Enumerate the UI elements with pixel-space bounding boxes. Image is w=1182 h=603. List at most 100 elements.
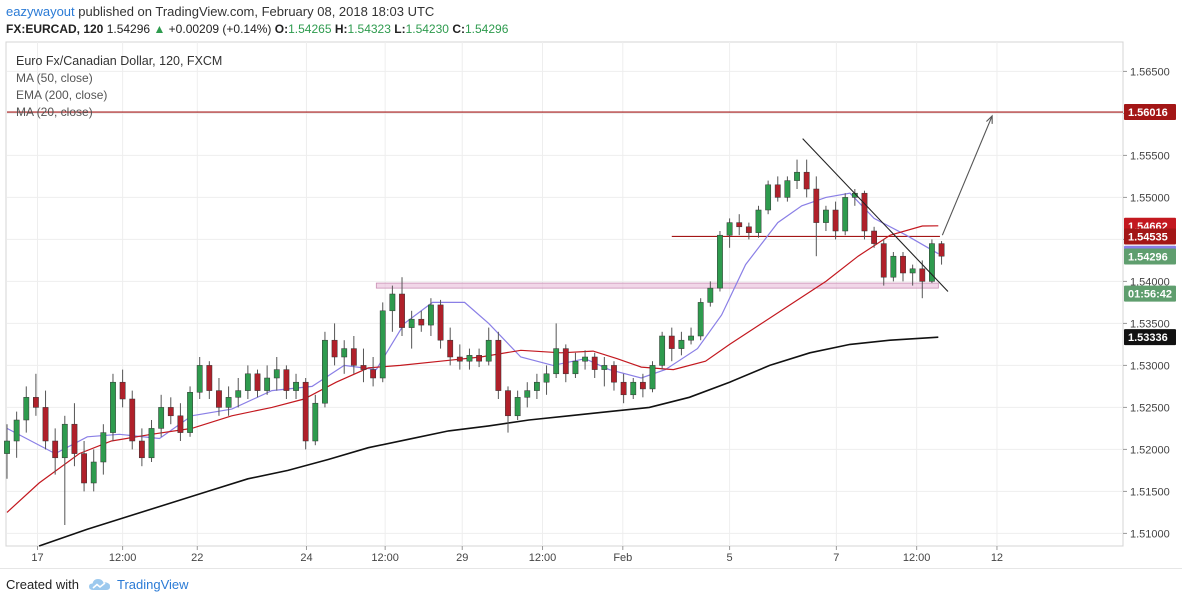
candle[interactable] (225, 386, 232, 416)
candle[interactable] (832, 201, 839, 240)
candle[interactable] (649, 361, 656, 393)
candle[interactable] (495, 331, 502, 399)
candle[interactable] (553, 323, 560, 378)
candle[interactable] (485, 327, 492, 366)
candle[interactable] (765, 180, 772, 215)
candle[interactable] (235, 378, 242, 408)
candle[interactable] (148, 420, 155, 462)
candle[interactable] (312, 394, 319, 446)
candle[interactable] (639, 373, 646, 398)
candle[interactable] (938, 241, 945, 265)
candle[interactable] (370, 357, 377, 387)
candle[interactable] (196, 357, 203, 399)
candle[interactable] (206, 361, 213, 399)
candle[interactable] (466, 348, 473, 370)
candle[interactable] (755, 205, 762, 238)
candle[interactable] (283, 365, 290, 399)
candle[interactable] (861, 190, 868, 240)
candle[interactable] (302, 378, 309, 450)
candle[interactable] (379, 302, 386, 383)
candle[interactable] (688, 327, 694, 345)
candle[interactable] (408, 310, 415, 349)
candle[interactable] (630, 378, 637, 399)
candle[interactable] (813, 176, 820, 257)
candle[interactable] (543, 365, 550, 395)
candle[interactable] (900, 252, 906, 282)
candle[interactable] (61, 415, 68, 525)
candle[interactable] (919, 260, 926, 299)
candle[interactable] (794, 159, 800, 189)
candle[interactable] (418, 310, 425, 332)
candle[interactable] (842, 193, 849, 236)
candle[interactable] (890, 252, 897, 282)
legend-ma20[interactable]: MA (20, close) (16, 105, 93, 119)
candle[interactable] (360, 348, 367, 383)
candle[interactable] (697, 298, 704, 341)
candle[interactable] (100, 424, 107, 475)
candle[interactable] (119, 369, 126, 408)
time-axis[interactable]: 17 12:00 22 24 12:00 29 12:00 Feb 5 7 12:00 12 (31, 546, 1003, 564)
candle[interactable] (929, 239, 935, 284)
candle[interactable] (601, 357, 608, 387)
candle[interactable] (389, 285, 396, 332)
candle[interactable] (350, 336, 357, 374)
candle[interactable] (428, 298, 434, 336)
candle[interactable] (331, 323, 338, 366)
ema200-line[interactable] (38, 336, 939, 547)
candle[interactable] (187, 386, 193, 437)
candle[interactable] (399, 277, 405, 336)
candle[interactable] (273, 357, 280, 391)
candle[interactable] (736, 214, 743, 236)
candle[interactable] (129, 390, 136, 450)
candle[interactable] (476, 348, 482, 368)
candle[interactable] (341, 340, 348, 374)
candle[interactable] (293, 373, 299, 399)
candle[interactable] (582, 350, 588, 370)
tradingview-brand-link[interactable]: TradingView (117, 577, 189, 592)
candle[interactable] (71, 403, 78, 467)
candle[interactable] (823, 205, 829, 231)
candle[interactable] (524, 382, 531, 408)
candle[interactable] (456, 344, 463, 370)
descending-trendline[interactable] (802, 138, 949, 292)
candle[interactable] (880, 239, 887, 286)
legend-ema200[interactable]: EMA (200, close) (16, 88, 107, 102)
candle[interactable] (13, 411, 20, 458)
candle[interactable] (158, 394, 165, 437)
candle[interactable] (4, 424, 10, 479)
candle[interactable] (42, 390, 49, 450)
candle[interactable] (110, 373, 116, 441)
candle[interactable] (264, 365, 271, 395)
price-chart[interactable]: 1.51000 1.51500 1.52000 1.52500 1.53000 1.535… (0, 40, 1182, 568)
author-link[interactable]: eazywayout (6, 4, 75, 19)
candle[interactable] (322, 331, 328, 408)
candle[interactable] (447, 327, 454, 366)
candle[interactable] (52, 428, 59, 475)
candle[interactable] (784, 176, 791, 202)
candle[interactable] (216, 378, 222, 416)
candle[interactable] (572, 352, 579, 378)
tradingview-cloud-icon[interactable] (88, 577, 112, 593)
projection-arrow[interactable] (941, 115, 993, 236)
candle[interactable] (138, 428, 145, 467)
candle[interactable] (514, 390, 521, 420)
candle[interactable] (717, 231, 723, 292)
candle[interactable] (726, 218, 733, 248)
candle[interactable] (90, 449, 97, 492)
candle[interactable] (909, 264, 916, 286)
candle[interactable] (611, 361, 617, 391)
support-zone[interactable] (375, 282, 939, 289)
candle[interactable] (745, 222, 752, 240)
candle[interactable] (774, 176, 781, 202)
candle[interactable] (167, 397, 174, 425)
candle[interactable] (620, 373, 627, 404)
candle[interactable] (437, 299, 444, 349)
candle[interactable] (533, 373, 540, 399)
candle[interactable] (254, 369, 261, 398)
candle[interactable] (33, 373, 39, 416)
candle[interactable] (81, 441, 87, 492)
candle[interactable] (803, 159, 810, 198)
candle[interactable] (244, 365, 251, 399)
candle[interactable] (707, 281, 714, 307)
legend-ma50[interactable]: MA (50, close) (16, 71, 93, 85)
